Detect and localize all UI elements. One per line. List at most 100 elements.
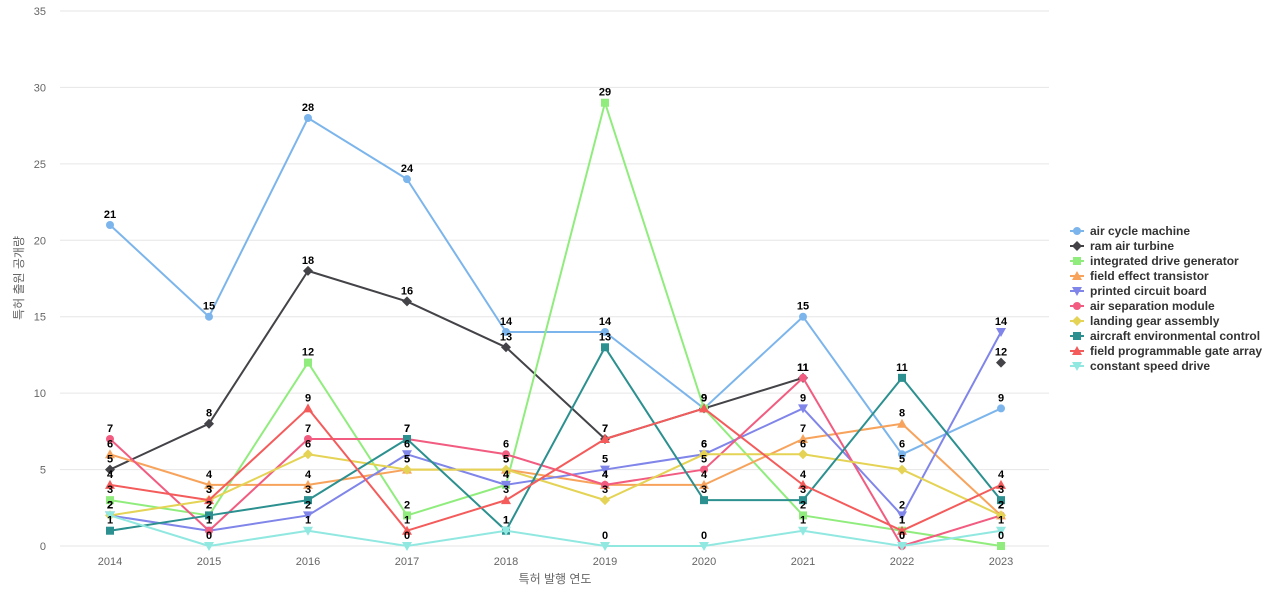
data-label: 4 [503,469,510,481]
data-point [304,358,312,367]
data-label: 1 [800,515,806,527]
data-point [204,542,214,551]
data-label: 1 [899,515,905,527]
series-line [109,407,1002,532]
data-label: 3 [602,484,608,496]
data-point [799,373,807,382]
data-label: 1 [899,515,905,527]
data-label: 0 [899,530,905,542]
data-label: 4 [800,469,807,481]
data-label: 3 [503,484,509,496]
data-label: 1 [206,515,212,527]
legend-item[interactable]: field effect transistor [1070,269,1209,283]
data-label: 2 [305,499,311,511]
data-label: 4 [701,469,708,481]
data-label: 0 [206,530,212,542]
data-point [700,465,708,474]
data-point [106,526,114,535]
data-label: 5 [404,454,410,466]
grid-layer [60,10,1049,547]
data-point [105,449,115,459]
x-tick-label: 2016 [296,556,320,568]
legend-label: field programmable gate array [1090,344,1262,358]
series-line [109,117,1002,456]
x-tick-label: 2020 [692,556,716,568]
data-point [600,465,610,475]
data-label: 7 [602,423,608,435]
data-label: 2 [998,499,1004,511]
data-point [897,542,907,551]
data-label: 1 [206,515,212,527]
data-point [798,404,808,414]
series-8 [106,343,1005,535]
series-line [109,453,1002,517]
data-label: 3 [107,484,113,496]
data-label: 4 [305,469,312,481]
legend-item[interactable]: ram air turbine [1070,239,1174,253]
data-point [601,328,609,336]
x-tick-label: 2014 [98,556,122,568]
legend-item[interactable]: air cycle machine [1070,224,1190,238]
legend-marker [1072,346,1082,355]
data-point [600,495,610,506]
legend-item[interactable]: constant speed drive [1070,359,1210,373]
data-point [303,526,313,536]
data-point [501,495,511,505]
data-point [699,403,709,413]
data-label: 0 [404,530,410,542]
data-point [798,479,808,489]
legend-label: constant speed drive [1090,359,1210,373]
legend-marker [1073,302,1081,310]
data-point [105,511,115,521]
data-point [997,496,1005,505]
data-label: 2 [107,499,113,511]
data-point [699,479,709,489]
x-tick-label: 2015 [197,556,221,568]
legend-item[interactable]: printed circuit board [1070,284,1207,298]
legend-item[interactable]: field programmable gate array [1070,344,1262,358]
legend-marker [1073,332,1081,340]
data-point [303,403,313,413]
data-label: 9 [800,392,806,404]
data-point [501,526,511,536]
legend-label: printed circuit board [1090,284,1207,298]
data-label: 3 [800,484,806,496]
data-label: 2 [404,499,410,511]
data-point [106,435,114,443]
data-label: 11 [797,362,809,374]
data-label: 15 [797,301,809,313]
data-point [798,434,808,443]
data-label: 11 [896,362,908,374]
x-tick-label: 2021 [791,556,815,568]
data-point [799,511,807,520]
legend-item[interactable]: aircraft environmental control [1070,329,1260,343]
legend-item[interactable]: air separation module [1070,299,1215,313]
data-label: 11 [797,362,809,374]
series-5 [105,328,1006,536]
data-point [502,328,510,336]
data-label: 6 [800,438,806,450]
y-tick-label: 5 [40,465,46,477]
data-label: 2 [800,499,806,511]
data-point [897,464,907,475]
data-label: 8 [899,408,905,420]
data-point [303,479,313,489]
data-point [304,435,312,443]
data-label: 5 [701,454,707,466]
legend-item[interactable]: integrated drive generator [1070,254,1239,268]
legend-item[interactable]: landing gear assembly [1070,314,1220,328]
data-point [502,450,510,459]
data-label: 9 [701,392,707,404]
data-label: 4 [107,469,114,481]
x-tick-label: 2019 [593,556,617,568]
x-tick-label: 2017 [395,556,419,568]
series-7 [105,449,1006,521]
data-label: 4 [602,469,609,481]
data-label: 7 [107,423,113,435]
data-label: 15 [203,301,215,313]
data-point [402,464,412,475]
data-label: 4 [998,469,1005,481]
data-point [303,449,313,460]
y-tick-label: 25 [34,159,46,171]
